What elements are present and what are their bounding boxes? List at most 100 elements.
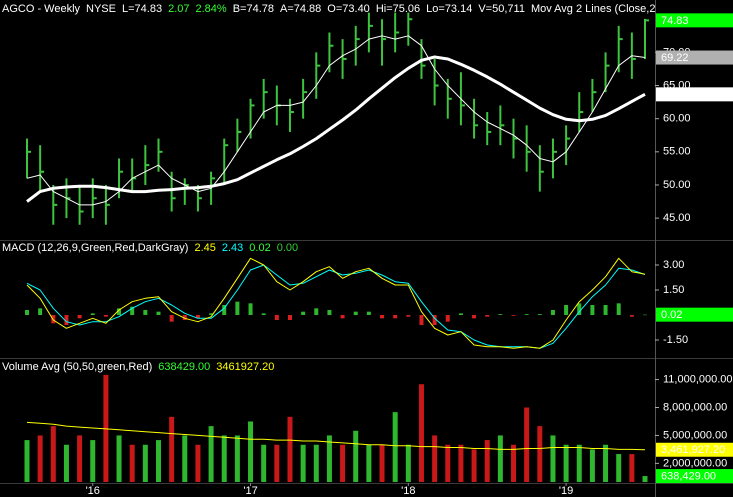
y-tick-label: 50.00 bbox=[663, 179, 691, 191]
histogram-bar bbox=[393, 315, 398, 319]
volume-bar bbox=[458, 444, 464, 482]
volume-bar bbox=[24, 440, 30, 482]
volume-bar bbox=[524, 407, 530, 482]
volume-bar bbox=[274, 444, 280, 482]
volume-bar bbox=[182, 435, 188, 482]
histogram-bar bbox=[511, 315, 516, 316]
header-item: Volume Avg (50,50,green,Red) bbox=[2, 361, 152, 373]
value-tag-label: 69.22 bbox=[661, 52, 689, 64]
header-item: A=74.88 bbox=[280, 3, 321, 15]
y-tick-label: 55.00 bbox=[663, 146, 691, 158]
header-item: O=73.40 bbox=[327, 3, 370, 15]
volume-bar bbox=[208, 426, 214, 482]
header-item: NYSE bbox=[86, 3, 116, 15]
header-item: AGCO - Weekly bbox=[2, 3, 81, 15]
volume-bar bbox=[379, 444, 385, 482]
y-tick-label: 2,000,000.00 bbox=[663, 457, 727, 469]
value-tag-label: 63.67 bbox=[661, 89, 689, 101]
histogram-bar bbox=[156, 311, 161, 315]
volume-bar bbox=[445, 444, 451, 482]
volume-bar bbox=[563, 444, 569, 482]
histogram-bar bbox=[182, 315, 187, 320]
panel-header: MACD (12,26,9,Green,Red,DarkGray) 2.45 2.4… bbox=[2, 242, 298, 254]
histogram-bar bbox=[143, 310, 148, 315]
value-tag bbox=[656, 50, 733, 65]
histogram-bar bbox=[550, 310, 555, 315]
x-tick-label: '16 bbox=[86, 485, 100, 497]
value-tag-label: 74.83 bbox=[661, 15, 689, 27]
y-tick-label: 5,000,000.00 bbox=[663, 429, 727, 441]
header-item: L=74.83 bbox=[122, 3, 162, 15]
value-tag bbox=[656, 13, 733, 28]
volume-bar bbox=[248, 421, 254, 482]
header-item: 638429.00 bbox=[158, 361, 210, 373]
y-tick-label: 8,000,000.00 bbox=[663, 401, 727, 413]
histogram-bar bbox=[498, 314, 503, 315]
histogram-bar bbox=[25, 310, 29, 315]
volume-bar bbox=[300, 444, 306, 482]
histogram-bar bbox=[603, 305, 608, 315]
histogram-bar bbox=[261, 313, 266, 315]
histogram-bar bbox=[366, 311, 371, 315]
histogram-bar bbox=[616, 303, 621, 315]
volume-bar bbox=[511, 444, 517, 482]
volume-bar bbox=[142, 444, 148, 482]
histogram-bar bbox=[458, 313, 463, 315]
histogram-bar bbox=[340, 315, 345, 319]
volume-bar bbox=[221, 435, 227, 482]
x-tick-label: '18 bbox=[401, 485, 415, 497]
volume-bar bbox=[195, 444, 201, 482]
volume-bar bbox=[418, 384, 424, 482]
histogram-bar bbox=[274, 315, 279, 320]
volume-bar bbox=[340, 444, 346, 482]
histogram-bar bbox=[327, 310, 332, 315]
histogram-bar bbox=[590, 305, 595, 315]
x-tick-label: '17 bbox=[243, 485, 257, 497]
volume-bar bbox=[287, 416, 293, 482]
value-tag bbox=[656, 307, 733, 322]
panel-header: Volume Avg (50,50,green,Red) 638429.00 346… bbox=[2, 361, 274, 373]
histogram-bar bbox=[629, 315, 634, 317]
histogram-bar bbox=[643, 314, 647, 316]
histogram-bar bbox=[248, 303, 253, 315]
indicator-line bbox=[26, 421, 646, 451]
volume-bar bbox=[116, 435, 122, 482]
volume-bar bbox=[155, 440, 161, 482]
header-item: 2.43 bbox=[222, 242, 243, 254]
y-tick-label: 11,000,000.00 bbox=[663, 373, 733, 385]
histogram-bar bbox=[222, 305, 227, 315]
histogram-bar bbox=[472, 315, 477, 319]
indicator-line bbox=[26, 264, 646, 349]
volume-bar bbox=[537, 426, 543, 482]
histogram-bar bbox=[380, 315, 385, 319]
header-item: 3461927.20 bbox=[216, 361, 274, 373]
volume-bar bbox=[405, 444, 411, 482]
volume-bar bbox=[603, 444, 609, 482]
indicator-line bbox=[26, 257, 646, 349]
histogram-bar bbox=[130, 306, 135, 315]
volume-bar bbox=[50, 426, 56, 482]
header-item: Hi=75.06 bbox=[376, 3, 420, 15]
value-tag bbox=[656, 469, 733, 484]
histogram-bar bbox=[353, 311, 358, 315]
volume-bar bbox=[484, 440, 490, 482]
y-tick-label: 60.00 bbox=[663, 113, 691, 125]
y-tick-label: 1.50 bbox=[663, 284, 684, 296]
histogram-bar bbox=[577, 303, 582, 315]
volume-bar bbox=[576, 444, 582, 482]
volume-bar bbox=[353, 430, 359, 482]
header-item: 2.84% bbox=[196, 3, 227, 15]
value-tag bbox=[656, 87, 733, 102]
y-tick-label: 3.00 bbox=[663, 259, 684, 271]
header-item: 0.00 bbox=[277, 242, 298, 254]
histogram-bar bbox=[524, 314, 529, 315]
histogram-bar bbox=[169, 315, 174, 322]
y-tick-label: -1.50 bbox=[663, 334, 688, 346]
histogram-bar bbox=[209, 313, 214, 315]
histogram-bar bbox=[195, 315, 200, 319]
header-item: B=74.78 bbox=[233, 3, 274, 15]
histogram-bar bbox=[77, 315, 82, 319]
header-item: Lo=73.14 bbox=[426, 3, 472, 15]
indicator-line bbox=[26, 35, 646, 206]
header-item: MACD (12,26,9,Green,Red,DarkGray) bbox=[2, 242, 188, 254]
